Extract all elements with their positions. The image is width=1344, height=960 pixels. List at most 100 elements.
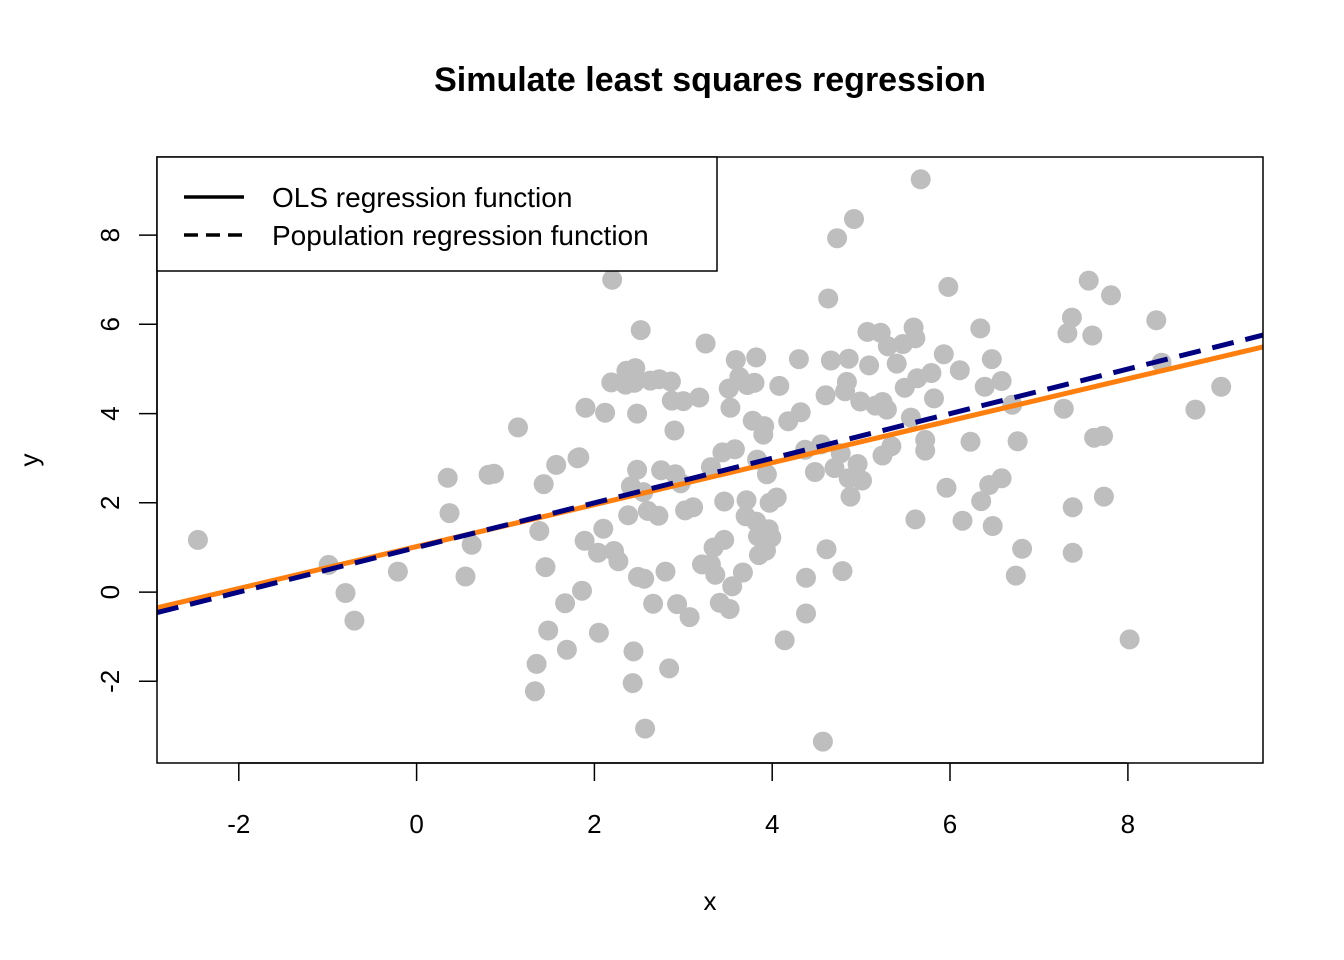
data-point [344, 610, 365, 631]
data-point [815, 385, 836, 406]
data-point [595, 402, 616, 423]
data-point [732, 562, 753, 583]
data-point [439, 503, 460, 524]
y-tick-label: 8 [95, 228, 125, 242]
data-point [949, 360, 970, 381]
data-point [569, 447, 590, 468]
data-point [838, 348, 859, 369]
data-point [991, 371, 1012, 391]
data-point [574, 530, 595, 551]
data-point [623, 641, 644, 662]
data-point [766, 487, 787, 508]
data-point [724, 439, 745, 460]
y-axis-label: y [14, 454, 44, 467]
x-tick-label: -2 [227, 809, 250, 839]
data-point [744, 372, 765, 393]
data-point [659, 658, 680, 679]
data-point [461, 534, 482, 555]
data-point [796, 603, 816, 624]
data-point [714, 491, 735, 512]
data-point [754, 416, 775, 437]
data-point [725, 350, 746, 370]
data-point [844, 209, 864, 229]
data-point [960, 431, 981, 452]
data-point [1057, 323, 1078, 344]
data-point [1078, 270, 1099, 291]
data-point [625, 358, 646, 379]
data-point [635, 718, 656, 739]
data-point [933, 344, 954, 365]
legend-ols-label: OLS regression function [272, 182, 572, 213]
x-tick-label: 0 [409, 809, 423, 839]
data-point [689, 387, 710, 408]
data-point [788, 349, 809, 370]
data-point [1005, 565, 1026, 586]
data-point [876, 399, 897, 420]
data-point [900, 407, 921, 428]
data-point [1211, 376, 1232, 397]
data-point [970, 318, 991, 339]
data-point [187, 529, 208, 550]
data-point [1061, 307, 1082, 328]
data-point [683, 497, 704, 518]
data-point [575, 397, 596, 418]
x-tick-label: 6 [943, 809, 957, 839]
data-point [624, 372, 645, 393]
data-point [437, 467, 458, 488]
data-point [335, 583, 356, 603]
data-point [1146, 310, 1167, 331]
data-point [1101, 285, 1121, 306]
data-point [1053, 398, 1074, 419]
data-point [533, 474, 554, 495]
data-point [572, 580, 592, 601]
data-point [971, 491, 992, 512]
data-point [387, 561, 408, 582]
data-point [508, 417, 528, 438]
y-tick-label: -2 [95, 670, 125, 693]
data-point [705, 564, 726, 585]
data-point [881, 436, 902, 457]
y-axis: -2 0 2 4 6 8 [95, 228, 158, 693]
data-point [952, 510, 973, 531]
data-point [714, 529, 735, 550]
data-point [991, 468, 1012, 489]
data-point [1007, 431, 1028, 452]
data-point [588, 622, 609, 643]
data-point [847, 454, 868, 474]
data-point [1119, 629, 1140, 650]
data-point [905, 509, 926, 530]
data-point [769, 375, 790, 396]
x-tick-label: 2 [587, 809, 601, 839]
y-tick-label: 0 [95, 585, 125, 599]
data-point [761, 527, 782, 548]
data-point [630, 320, 651, 341]
data-point [974, 376, 995, 397]
data-point [832, 561, 853, 582]
data-point [546, 454, 567, 475]
y-tick-label: 2 [95, 496, 125, 510]
data-point [938, 276, 959, 297]
data-point [679, 607, 700, 628]
data-point [593, 518, 614, 539]
data-point [746, 347, 767, 368]
data-point [924, 388, 944, 409]
data-point [643, 593, 664, 614]
data-point [535, 557, 556, 578]
data-point [673, 391, 694, 412]
data-point [602, 269, 623, 290]
data-point [720, 397, 741, 418]
data-point [820, 350, 841, 371]
data-point [627, 459, 648, 480]
data-point [790, 402, 811, 423]
data-point [526, 653, 547, 674]
data-point [877, 336, 898, 357]
y-tick-label: 4 [95, 406, 125, 420]
data-point [627, 403, 648, 424]
data-point [816, 539, 837, 560]
data-point [1062, 497, 1083, 518]
legend: OLS regression function Population regre… [156, 156, 718, 272]
data-point [1082, 325, 1103, 346]
data-point [1062, 542, 1083, 563]
data-point [529, 521, 550, 541]
